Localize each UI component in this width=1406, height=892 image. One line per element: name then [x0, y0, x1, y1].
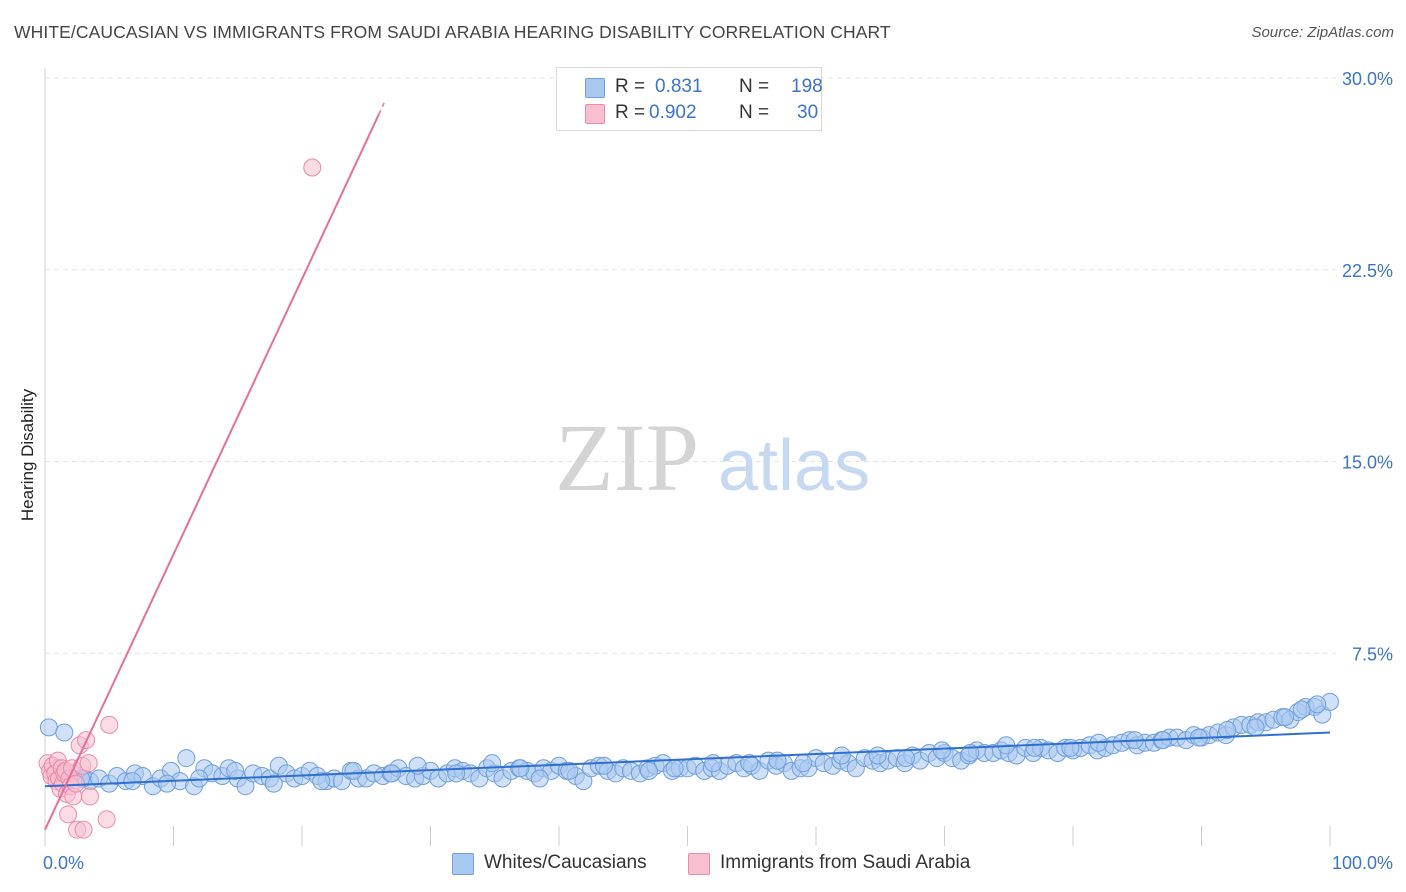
- data-point-whites: [483, 754, 502, 773]
- data-point-whites: [832, 746, 851, 765]
- trend-line-saudi-extension: [378, 99, 387, 115]
- data-point-whites: [1292, 700, 1311, 719]
- data-point-saudi: [74, 820, 93, 839]
- data-point-whites: [123, 772, 142, 791]
- legend-n-label: N =: [739, 76, 770, 97]
- legend-n-label: N =: [739, 102, 770, 123]
- y-tick-label: 30.0%: [1342, 69, 1393, 89]
- data-point-whites: [511, 759, 530, 778]
- data-point-whites: [665, 759, 684, 778]
- x-tick-label: 100.0%: [1332, 853, 1393, 873]
- data-point-whites: [382, 764, 401, 783]
- legend-r-label: R =: [615, 102, 646, 123]
- bottom-legend-label: Immigrants from Saudi Arabia: [720, 852, 971, 873]
- data-point-saudi: [59, 805, 78, 824]
- legend-r-label: R =: [615, 76, 646, 97]
- axes: [44, 68, 1331, 846]
- data-point-saudi: [100, 715, 119, 734]
- data-point-whites: [312, 772, 331, 791]
- data-point-whites: [264, 774, 283, 793]
- data-point-whites: [226, 761, 245, 780]
- data-point-whites: [1218, 720, 1237, 739]
- data-point-whites: [868, 746, 887, 765]
- data-point-whites: [740, 754, 759, 773]
- y-tick-label: 7.5%: [1352, 644, 1393, 664]
- data-point-whites: [55, 723, 74, 742]
- watermark-atlas: atlas: [718, 426, 870, 506]
- data-point-whites: [39, 718, 58, 737]
- legend-swatch-pink: [585, 104, 605, 124]
- data-point-whites: [594, 756, 613, 775]
- legend-n-value: 198: [791, 76, 823, 97]
- data-point-whites: [344, 761, 363, 780]
- trend-lines: [44, 99, 1331, 831]
- data-point-whites: [158, 774, 177, 793]
- data-point-saudi: [97, 810, 116, 829]
- series-whites-points: [39, 692, 1339, 796]
- legend-swatch-blue: [585, 78, 605, 98]
- data-point-whites: [1308, 695, 1327, 714]
- legend: R = 0.831 N = 198 R = 0.902 N = 30: [556, 67, 823, 131]
- data-point-whites: [1061, 738, 1080, 757]
- trend-line-whites: [44, 731, 1331, 788]
- tick-labels: 7.5% 15.0% 22.5% 30.0% 0.0% 100.0%: [43, 69, 1393, 873]
- trend-line-saudi: [44, 113, 381, 831]
- series-saudi-points: [38, 158, 322, 839]
- data-point-whites: [639, 761, 658, 780]
- data-point-whites: [932, 741, 951, 760]
- data-point-whites: [530, 769, 549, 788]
- y-tick-label: 15.0%: [1342, 453, 1393, 473]
- data-point-saudi: [79, 754, 98, 773]
- y-tick-label: 22.5%: [1342, 261, 1393, 281]
- bottom-legend-swatch-blue: [452, 853, 474, 875]
- data-point-whites: [560, 761, 579, 780]
- x-tick-label: 0.0%: [43, 853, 84, 873]
- data-point-whites: [896, 749, 915, 768]
- bottom-legend-label: Whites/Caucasians: [484, 852, 647, 873]
- data-point-whites: [177, 749, 196, 768]
- data-point-whites: [447, 764, 466, 783]
- legend-n-value: 30: [797, 102, 819, 123]
- data-point-saudi: [303, 158, 322, 177]
- watermark: ZIP atlas: [555, 404, 870, 511]
- data-point-saudi: [80, 787, 99, 806]
- bottom-legend-swatch-pink: [688, 853, 710, 875]
- legend-r-value: 0.902: [649, 102, 697, 123]
- data-point-whites: [1246, 718, 1265, 737]
- source-label: Source: ZipAtlas.com: [1251, 24, 1394, 41]
- chart-title: WHITE/CAUCASIAN VS IMMIGRANTS FROM SAUDI…: [14, 22, 891, 42]
- data-point-whites: [1276, 708, 1295, 727]
- grid-lines: [45, 77, 1336, 654]
- data-point-whites: [794, 754, 813, 773]
- data-point-whites: [1025, 738, 1044, 757]
- watermark-zip: ZIP: [555, 404, 699, 511]
- legend-r-value: 0.831: [655, 76, 703, 97]
